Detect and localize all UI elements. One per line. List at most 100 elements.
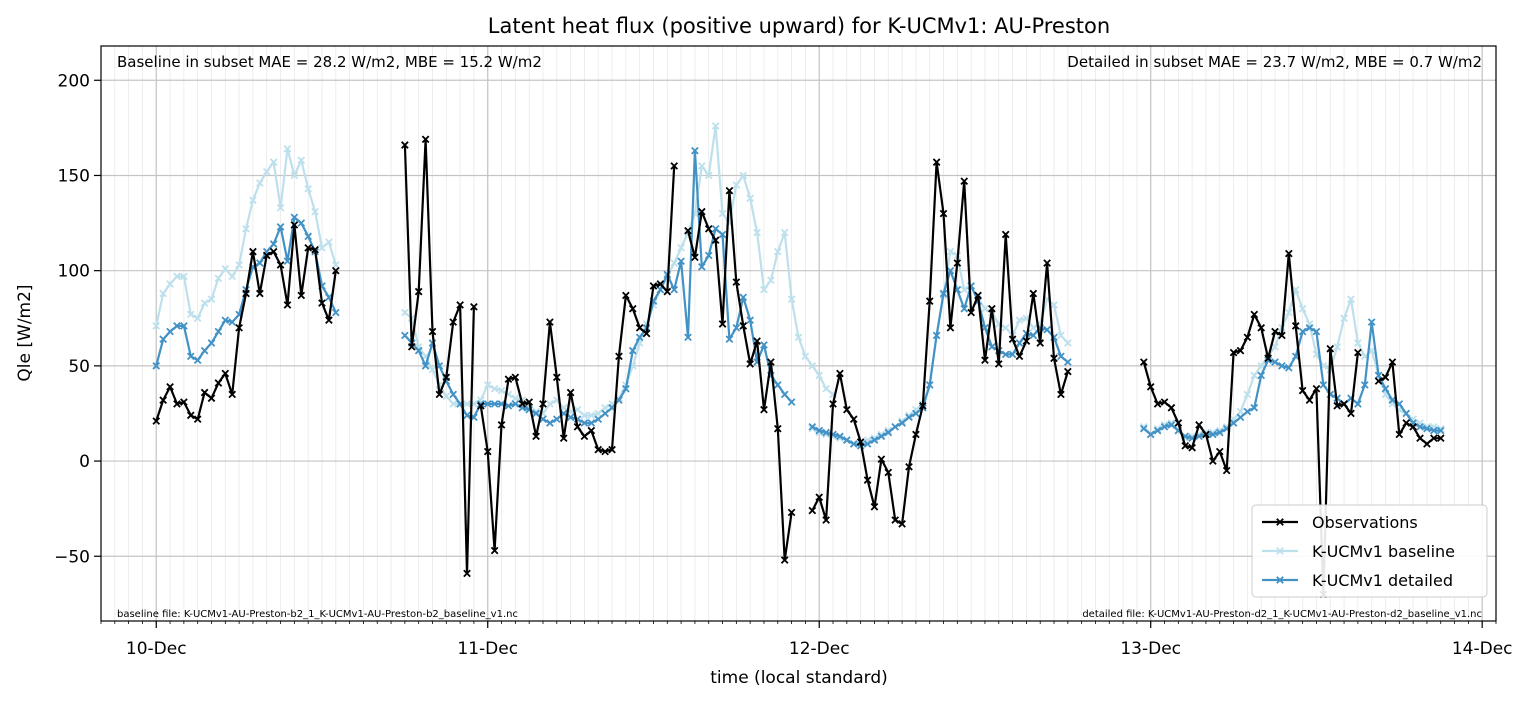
data-point <box>580 411 589 420</box>
data-point <box>318 243 326 252</box>
detailed-file-annotation: detailed file: K-UCMv1-AU-Preston-d2_1_K… <box>1082 609 1482 620</box>
data-point <box>249 247 257 256</box>
data-point <box>988 342 996 351</box>
data-point <box>656 280 665 288</box>
data-point <box>704 224 713 233</box>
data-point <box>1402 409 1411 418</box>
data-point <box>1001 323 1010 332</box>
data-point <box>1264 356 1272 364</box>
data-point <box>981 304 989 313</box>
data-point <box>214 379 223 387</box>
data-point <box>180 272 188 281</box>
data-point <box>1195 421 1203 429</box>
legend-item: Observations <box>1262 513 1418 532</box>
data-point <box>559 434 568 443</box>
data-point <box>235 261 243 269</box>
data-point <box>318 299 326 307</box>
baseline-file-annotation: baseline file: K-UCMv1-AU-Preston-b2_1_K… <box>117 609 518 620</box>
data-point <box>1409 422 1417 431</box>
data-point <box>546 318 554 326</box>
data-point <box>1284 308 1293 317</box>
data-point <box>732 323 741 332</box>
data-point <box>180 398 188 406</box>
y-axis-label: Qle [W/m2] <box>15 284 35 381</box>
data-point <box>746 316 754 325</box>
data-point <box>221 369 230 378</box>
data-point <box>1278 362 1286 370</box>
data-point <box>1312 384 1321 393</box>
data-point <box>1354 339 1362 347</box>
data-point <box>401 141 409 149</box>
data-point <box>912 430 920 439</box>
data-point <box>1008 350 1017 359</box>
data-point <box>725 186 734 195</box>
data-point <box>773 247 782 256</box>
data-point <box>428 327 437 336</box>
data-point <box>511 394 520 403</box>
data-point <box>718 209 727 218</box>
data-point <box>228 318 237 326</box>
data-point <box>587 411 596 420</box>
data-point <box>704 251 713 260</box>
data-point <box>815 371 824 380</box>
data-point <box>849 440 858 448</box>
data-point <box>1271 327 1279 336</box>
data-point <box>1146 430 1155 439</box>
data-point <box>180 322 188 330</box>
data-point <box>1202 430 1210 439</box>
data-point <box>925 381 934 389</box>
data-point <box>884 428 893 437</box>
data-point <box>1229 348 1238 357</box>
data-point <box>325 316 333 325</box>
data-point <box>552 373 561 382</box>
data-point <box>732 181 741 189</box>
data-point <box>1209 430 1217 439</box>
data-point <box>760 285 768 294</box>
data-point <box>193 314 202 323</box>
data-point <box>1139 422 1148 431</box>
data-point <box>1167 403 1176 412</box>
data-point <box>1043 325 1051 334</box>
data-point <box>1298 304 1307 313</box>
x-tick-label: 10-Dec <box>126 639 187 659</box>
data-point <box>960 177 969 186</box>
data-point <box>608 445 616 454</box>
data-point <box>711 236 720 245</box>
data-point <box>711 122 720 130</box>
data-point <box>1333 402 1341 410</box>
data-point <box>767 276 775 285</box>
x-tick-label: 12-Dec <box>789 639 850 659</box>
data-point <box>166 382 174 391</box>
data-point <box>946 323 955 332</box>
data-point <box>594 415 603 424</box>
data-point <box>1063 339 1072 347</box>
series-line <box>811 161 1069 526</box>
data-point <box>256 259 264 267</box>
legend-box <box>1251 504 1488 598</box>
legend-label: K-UCMv1 detailed <box>1312 571 1453 590</box>
data-point <box>173 400 181 408</box>
data-point <box>1416 434 1424 443</box>
data-point <box>283 257 292 265</box>
data-point <box>228 390 237 399</box>
data-point <box>269 158 278 166</box>
data-point <box>912 409 920 418</box>
data-point <box>1305 323 1314 332</box>
data-point <box>1001 230 1010 239</box>
y-tick-label: 100 <box>58 262 90 282</box>
data-point <box>470 303 478 311</box>
data-point <box>1215 447 1224 456</box>
data-point <box>276 204 285 212</box>
data-point <box>601 409 609 418</box>
data-point <box>269 240 278 248</box>
data-point <box>159 289 167 298</box>
data-point <box>994 360 1003 368</box>
data-point <box>1374 371 1383 380</box>
data-point <box>822 428 830 437</box>
data-point <box>235 323 243 332</box>
data-point <box>1029 323 1038 332</box>
data-point <box>939 289 948 298</box>
data-point <box>628 346 637 355</box>
data-point <box>407 342 416 351</box>
data-point <box>1029 331 1038 340</box>
